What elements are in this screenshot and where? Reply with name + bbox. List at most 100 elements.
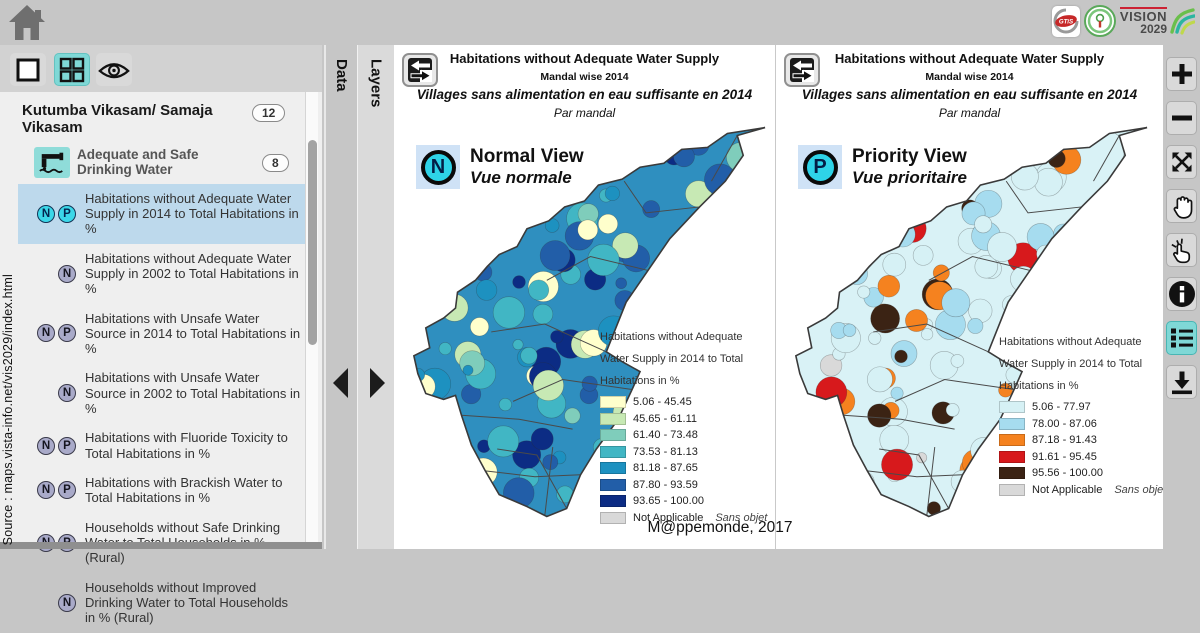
legend-row: 78.00 - 87.06 [999,418,1171,430]
normal-badge-icon: N [58,384,76,402]
legend-row: 5.06 - 45.45 [600,396,772,408]
view-label-fr: Vue normale [470,168,584,188]
normal-badge-icon: N [58,265,76,283]
gtis-logo: GTiS [1052,6,1080,37]
view-label-en: Priority View [852,146,967,168]
layer-item[interactable]: N Habitations without Adequate Water Sup… [18,244,308,304]
category-count-badge: 12 [252,104,285,122]
legend-list-icon [1169,327,1195,349]
map-subtitle: Mandal wise 2014 [776,71,1163,83]
tab-data[interactable]: Data [324,45,357,549]
layer-list-panel: Kutumba Vikasam/ Samaja Vikasam 12 Adequ… [0,92,322,542]
map-panel-priority: Habitations without Adequate Water Suppl… [775,45,1163,549]
source-attribution: Source : maps.vista-info.net/vis2029/ind… [1,274,15,545]
layer-group-label: Adequate and Safe Drinking Water [77,147,255,178]
normal-badge-icon: N [37,481,55,499]
priority-badge-icon: P [58,437,76,455]
normal-badge-icon: N [37,205,55,223]
legend-row: 45.65 - 61.11 [600,413,772,425]
normal-badge-icon: N [37,437,55,455]
layer-list-header: Kutumba Vikasam/ Samaja Vikasam 12 [18,98,308,145]
legend-row: 73.53 - 81.13 [600,446,772,458]
download-button[interactable] [1166,365,1197,399]
layer-item[interactable]: N Households without Improved Drinking W… [18,573,308,633]
pan-button[interactable] [1166,189,1197,223]
home-icon [6,3,48,43]
visibility-button[interactable] [96,53,132,86]
layer-item[interactable]: N Habitations with Unsafe Water Source i… [18,363,308,423]
info-icon [1168,280,1196,308]
eye-icon [97,57,131,83]
vision-2029-logo: VISION 2029 [1120,7,1195,35]
legend-row: 5.06 - 77.97 [999,401,1171,413]
home-button[interactable] [6,3,48,43]
map-region: Habitations without Adequate Water Suppl… [394,45,1163,549]
normal-badge-icon: N [37,324,55,342]
map-subtitle: Mandal wise 2014 [394,71,775,83]
vision-swoosh-icon [1169,7,1195,35]
expand-arrows-icon [1169,149,1195,175]
map-legend-normal: Habitations without Adequate Water Suppl… [600,326,772,528]
single-map-icon [15,57,41,83]
download-icon [1169,370,1195,395]
vision-label: VISION [1120,7,1167,23]
legend-button[interactable] [1166,321,1197,355]
map-toolbar [1163,45,1200,549]
normal-view-emblem-icon: N [416,145,460,189]
expand-right-arrow[interactable] [370,368,385,398]
figure-caption: M@ppemonde, 2017 [560,519,880,537]
map-panel-normal: Habitations without Adequate Water Suppl… [394,45,775,549]
legend-row: 87.18 - 91.43 [999,434,1171,446]
map-legend-priority: Habitations without Adequate Water Suppl… [999,331,1171,500]
map-title-fr: Villages sans alimentation en eau suffis… [776,87,1163,102]
view-tag-normal: N Normal View Vue normale [416,145,584,189]
legend-row: 61.40 - 73.48 [600,429,772,441]
legend-row: 91.61 - 95.45 [999,451,1171,463]
sidebar-bottom-scrollbar[interactable] [0,542,322,549]
priority-badge-icon: P [58,205,76,223]
single-map-view-button[interactable] [10,53,46,86]
map-title-fr: Villages sans alimentation en eau suffis… [394,87,775,102]
collapse-left-arrow[interactable] [333,368,348,398]
tab-layers[interactable]: Layers [357,45,394,549]
svg-text:GTiS: GTiS [1059,18,1074,25]
info-button[interactable] [1166,277,1197,311]
view-label-en: Normal View [470,146,584,168]
top-bar: GTiS VISION 2029 [0,0,1200,45]
plus-icon [1170,62,1194,86]
zoom-in-button[interactable] [1166,57,1197,91]
map-title: Habitations without Adequate Water Suppl… [776,51,1163,66]
legend-row: 93.65 - 100.00 [600,495,772,507]
minus-icon [1170,106,1194,130]
zoom-out-button[interactable] [1166,101,1197,135]
full-extent-button[interactable] [1166,145,1197,179]
split-map-view-button[interactable] [54,53,90,86]
scrollbar-thumb[interactable] [308,140,317,345]
view-tag-priority: P Priority View Vue prioritaire [798,145,967,189]
layer-group-row[interactable]: Adequate and Safe Drinking Water 8 [18,145,308,184]
vision-year: 2029 [1120,23,1167,35]
priority-badge-icon: P [58,324,76,342]
legend-row: 95.56 - 100.00 [999,467,1171,479]
click-finger-icon [1169,237,1195,264]
legend-row: 81.18 - 87.65 [600,462,772,474]
logo-strip: GTiS VISION 2029 [1052,2,1195,40]
sidebar-scrollbar[interactable] [305,92,318,542]
priority-badge-icon: P [58,481,76,499]
government-emblem-logo [1084,5,1116,37]
sidebar-toolbar [0,45,322,92]
normal-badge-icon: N [58,594,76,612]
priority-view-emblem-icon: P [798,145,842,189]
hand-icon [1170,193,1194,220]
group-count-badge: 8 [262,154,289,172]
grid-view-icon [58,56,86,84]
map-title: Habitations without Adequate Water Suppl… [394,51,775,66]
select-feature-button[interactable] [1166,233,1197,267]
category-title: Kutumba Vikasam/ Samaja Vikasam [22,102,246,137]
water-tap-icon [34,147,70,178]
